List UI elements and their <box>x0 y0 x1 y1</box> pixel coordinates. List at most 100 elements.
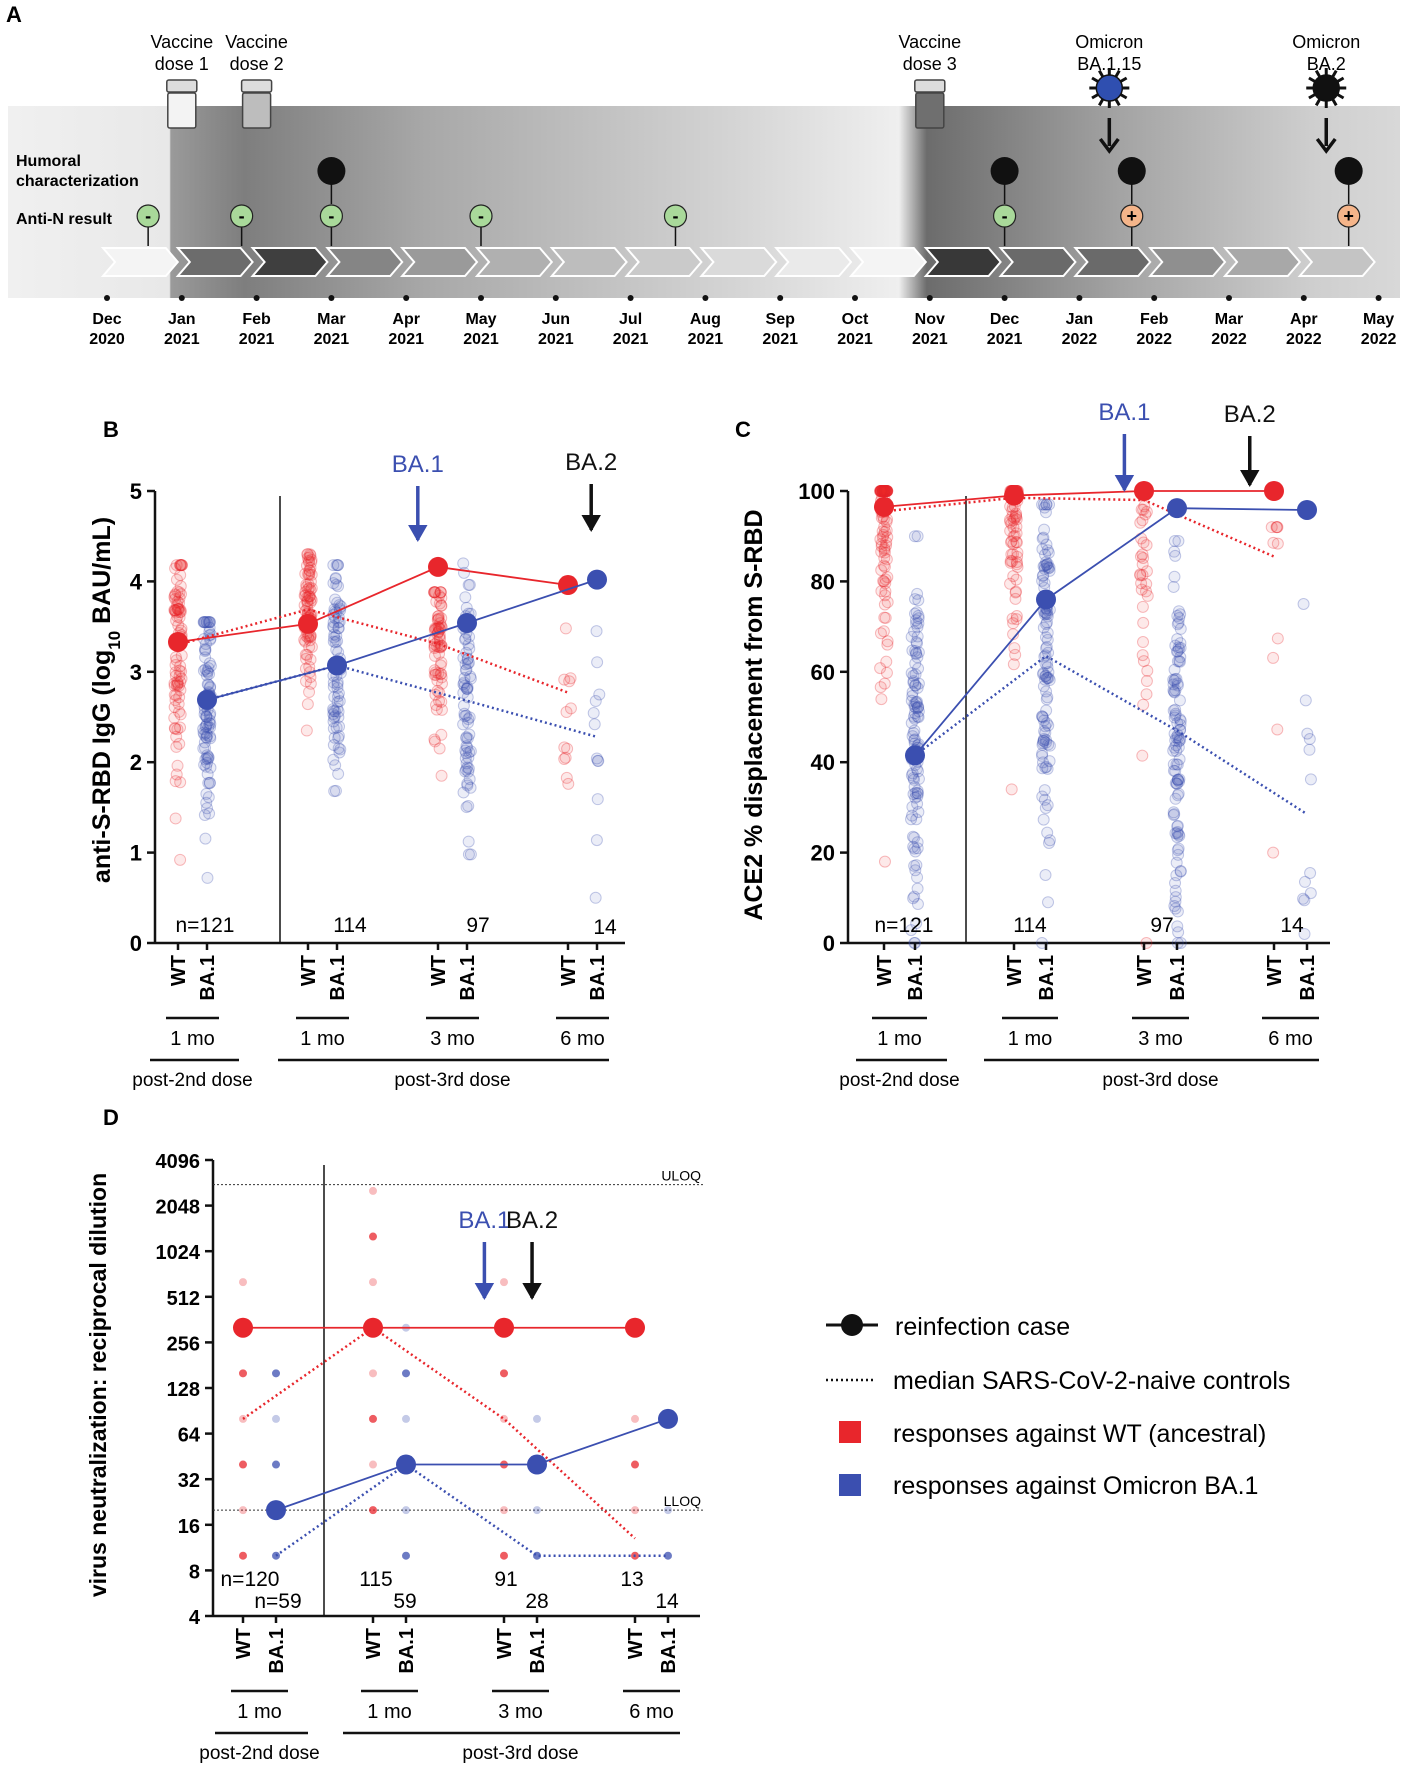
antin-positive-icon: + <box>1120 204 1144 228</box>
x-tick-label: WT <box>1004 955 1026 986</box>
data-point <box>1007 617 1020 630</box>
data-point <box>500 1369 508 1378</box>
data-point <box>1169 895 1182 908</box>
data-point <box>908 625 921 638</box>
data-point <box>908 831 921 844</box>
data-point <box>880 485 893 497</box>
chart-c-plot: 0 20 40 60 80 100 BA.1 BA.2 n=121 114 97 14 WT BA.1 WT… <box>798 399 1330 1091</box>
data-point <box>171 599 184 612</box>
data-point <box>202 750 215 763</box>
dose-label-post2: post-2nd dose <box>199 1743 319 1764</box>
data-point <box>174 588 187 601</box>
data-point <box>1040 618 1053 631</box>
y-tick-label: 8 <box>189 1561 200 1583</box>
data-point <box>1040 558 1053 571</box>
data-point <box>239 1460 247 1469</box>
data-point <box>909 607 922 620</box>
month-label: Apr <box>1290 311 1318 328</box>
timepoint-label: 3 mo <box>430 1028 474 1050</box>
data-point <box>402 1506 410 1515</box>
data-point <box>172 603 185 616</box>
y-tick-label: 2 <box>130 750 142 775</box>
n-label: 14 <box>593 916 617 939</box>
data-point <box>1173 655 1186 668</box>
data-point <box>1267 536 1280 549</box>
month-tick-dot <box>403 295 410 301</box>
data-point <box>1043 836 1056 849</box>
humoral-row-label-line2: characterization <box>16 173 139 190</box>
data-point <box>908 780 921 793</box>
n-label: 28 <box>525 1590 548 1613</box>
data-point <box>1042 738 1055 751</box>
data-point <box>332 690 345 703</box>
data-point <box>906 686 919 699</box>
data-point <box>197 742 210 755</box>
data-point <box>428 586 441 599</box>
data-point <box>911 898 924 911</box>
data-point <box>171 759 184 772</box>
data-point <box>433 695 446 708</box>
data-point <box>462 848 475 861</box>
data-point <box>906 830 919 843</box>
data-point <box>200 711 213 724</box>
data-point <box>876 485 889 497</box>
data-point <box>461 657 474 670</box>
reinfection-point <box>428 556 448 577</box>
data-point <box>328 705 341 718</box>
data-point <box>1298 875 1311 888</box>
data-point <box>1040 498 1053 511</box>
data-point <box>435 599 448 612</box>
data-point <box>1171 789 1184 802</box>
data-point <box>1004 515 1017 528</box>
data-point <box>876 485 889 497</box>
data-point <box>880 485 893 497</box>
data-point <box>299 635 312 648</box>
data-point <box>1008 642 1021 655</box>
data-point <box>428 586 441 599</box>
data-point <box>879 485 892 497</box>
antin-circle <box>136 204 160 228</box>
data-point <box>168 677 181 690</box>
data-point <box>1271 632 1284 645</box>
data-point <box>1041 799 1054 812</box>
data-point <box>1167 673 1180 686</box>
data-point <box>905 717 918 730</box>
data-point <box>1041 626 1054 639</box>
antin-circle <box>230 204 254 228</box>
dot-cloud <box>587 625 606 904</box>
data-point <box>172 679 185 692</box>
data-point <box>906 730 919 743</box>
data-point <box>305 556 318 569</box>
data-point <box>457 686 470 699</box>
data-point <box>461 682 474 695</box>
antin-negative-icon: - <box>319 204 343 228</box>
n-label: 97 <box>466 914 489 937</box>
data-point <box>1043 561 1056 574</box>
data-point <box>433 742 446 755</box>
data-point <box>1169 684 1182 697</box>
y-tick-label: 4 <box>130 569 143 594</box>
data-point <box>327 708 340 721</box>
data-point <box>305 640 318 653</box>
data-point <box>1011 560 1024 573</box>
data-point <box>880 539 893 552</box>
data-point <box>462 765 475 778</box>
data-point <box>304 596 317 609</box>
data-point <box>1174 718 1187 731</box>
data-point <box>875 485 888 497</box>
data-point <box>558 753 571 766</box>
data-point <box>428 735 441 748</box>
month-tick-dot <box>1300 295 1307 301</box>
data-point <box>1036 532 1049 545</box>
data-point <box>462 713 475 726</box>
data-point <box>202 751 215 764</box>
data-point <box>204 717 217 730</box>
data-point <box>200 787 213 800</box>
data-point <box>1140 539 1153 552</box>
data-point <box>305 553 318 566</box>
data-point <box>1140 505 1153 518</box>
data-point <box>878 544 891 557</box>
data-point <box>171 723 184 736</box>
data-point <box>1037 668 1050 681</box>
month-tick-dot <box>1001 295 1008 301</box>
